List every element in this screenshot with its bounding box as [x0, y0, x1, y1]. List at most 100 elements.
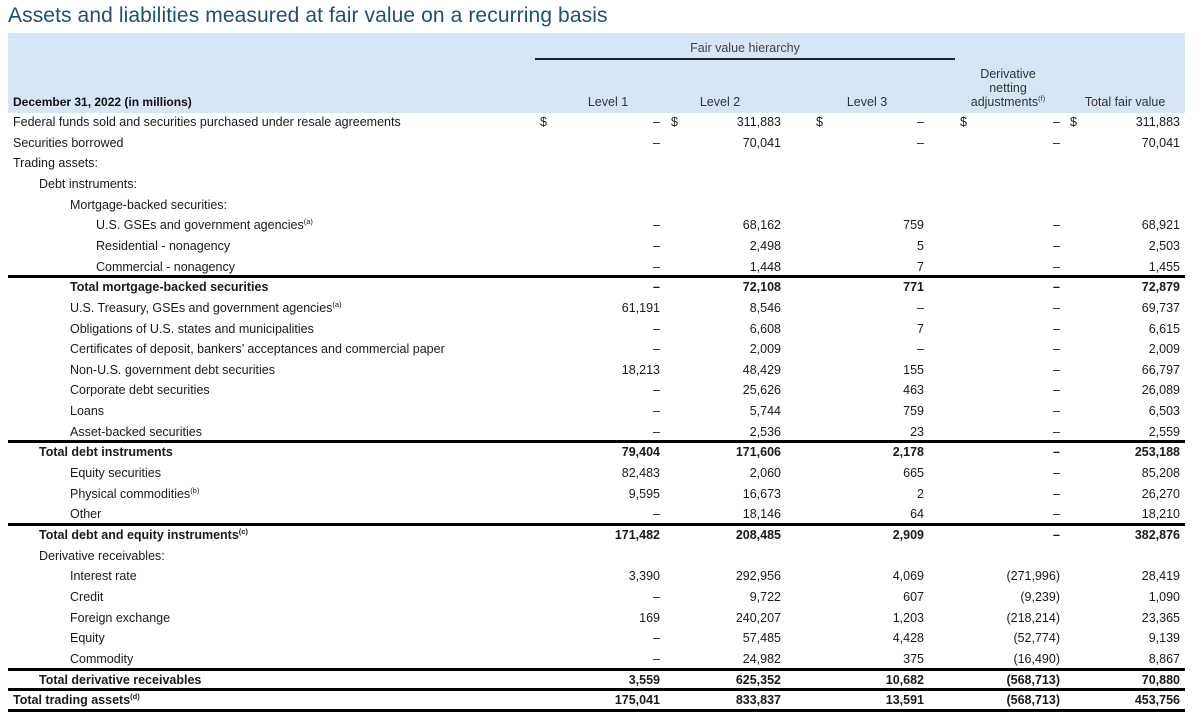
row-label: Total trading assets(d)	[13, 690, 140, 711]
row-label-text: Commercial - nonagency	[96, 259, 235, 274]
cell-l5: 253,188	[1134, 445, 1180, 460]
page-title: Assets and liabilities measured at fair …	[8, 4, 608, 27]
currency-symbol: $	[1070, 115, 1077, 129]
cell-l4: –	[1053, 321, 1060, 336]
cell-l4: (218,214)	[1006, 610, 1060, 625]
cell-l1: –	[653, 115, 660, 129]
cell-l4: (568,713)	[1006, 672, 1060, 687]
cell-l3: –	[917, 342, 924, 357]
row-label-text: Corporate debt securities	[70, 383, 210, 398]
cell-l4: –	[1053, 383, 1060, 398]
cell-l5: 1,455	[1148, 259, 1180, 274]
cell-l1: –	[653, 590, 660, 604]
table-row: Certificates of deposit, bankers’ accept…	[8, 339, 1185, 360]
section-rule	[8, 523, 1185, 526]
cell-l2: 2,060	[749, 466, 781, 480]
table-row: Trading assets:	[8, 153, 1185, 174]
table-row: Credit – 9,722 607 (9,239) 1,090	[8, 587, 1185, 608]
cell-l1: –	[653, 424, 660, 439]
fair-value-hierarchy-rule	[535, 58, 955, 60]
cell-l4: (568,713)	[1006, 693, 1060, 708]
cell-l2: 5,744	[749, 404, 781, 419]
cell-l3: 4,069	[892, 569, 924, 584]
cell-l2: 25,626	[742, 383, 781, 398]
col-header-derivative-line1: Derivative	[980, 67, 1036, 81]
cell-l3: 23	[910, 424, 924, 439]
row-label-text: Residential - nonagency	[96, 238, 231, 253]
cell-l5: 8,867	[1148, 651, 1180, 666]
cell-l1: –	[653, 342, 660, 357]
row-label-text: Total trading assets	[13, 693, 131, 708]
row-label-text: Obligations of U.S. states and municipal…	[70, 321, 314, 336]
cell-l3: –	[917, 300, 924, 315]
row-label-text: Equity	[70, 631, 105, 646]
cell-l2: 292,956	[735, 569, 781, 584]
row-label-text: Total mortgage-backed securities	[70, 280, 269, 295]
row-label-text: Equity securities	[70, 466, 162, 480]
currency-symbol: $	[540, 115, 547, 129]
cell-l2: 9,722	[749, 590, 781, 604]
col-header-total: Total fair value	[1084, 95, 1166, 109]
cell-l4: –	[1053, 507, 1060, 522]
row-label-text: Commodity	[70, 651, 134, 666]
cell-l4: –	[1053, 445, 1060, 460]
cell-l4: –	[1053, 404, 1060, 419]
col-header-level2: Level 2	[699, 95, 741, 109]
table-header	[8, 33, 1185, 113]
cell-l2: 311,883	[736, 115, 781, 129]
cell-l3: 4,428	[892, 631, 924, 646]
cell-l1: –	[653, 280, 660, 295]
currency-symbol: $	[816, 115, 823, 129]
cell-l3: 64	[910, 507, 924, 522]
table-row: Commercial - nonagency – 1,448 7 – 1,455	[8, 257, 1185, 278]
table-row: Physical commodities(b) 9,595 16,673 2 – 26,2…	[8, 484, 1185, 505]
row-label: Commercial - nonagency	[96, 257, 235, 278]
table-row: Total debt instruments 79,404 171,606 2,178…	[8, 442, 1185, 463]
cell-l2: 48,429	[742, 362, 781, 377]
table-row: Debt instruments:	[8, 174, 1185, 195]
cell-l4: –	[1053, 238, 1060, 253]
table-row: Asset-backed securities – 2,536 23 – 2,559	[8, 422, 1185, 443]
footnote-marker: (b)	[190, 485, 200, 495]
cell-l5: 2,503	[1148, 238, 1180, 253]
row-label: Total debt instruments	[39, 442, 173, 463]
cell-l5: 9,139	[1148, 631, 1180, 646]
row-label-text: Physical commodities	[70, 486, 191, 501]
row-label-text: Mortgage-backed securities:	[70, 197, 228, 212]
table-row: Equity – 57,485 4,428 (52,774) 9,139	[8, 628, 1185, 649]
cell-l1: –	[653, 259, 660, 274]
footnote-marker: (a)	[303, 217, 313, 227]
row-label: Trading assets:	[13, 153, 98, 174]
cell-l4: (52,774)	[1013, 631, 1060, 646]
table-row: Residential - nonagency – 2,498 5 – 2,503	[8, 236, 1185, 257]
row-label-text: Total derivative receivables	[39, 672, 202, 687]
cell-l5: 453,756	[1134, 693, 1180, 708]
row-header: December 31, 2022 (in millions)	[13, 95, 192, 109]
row-label: Non-U.S. government debt securities	[70, 360, 275, 381]
cell-l4: –	[1053, 115, 1060, 129]
cell-l5: 1,090	[1148, 590, 1180, 604]
cell-l2: 2,009	[749, 342, 781, 357]
section-rule	[8, 667, 1185, 671]
section-rule	[8, 440, 1185, 444]
row-label: Loans	[70, 401, 104, 422]
cell-l5: 2,009	[1148, 342, 1180, 357]
row-label: Equity	[70, 628, 105, 649]
table-row: Commodity – 24,982 375 (16,490) 8,867	[8, 649, 1185, 670]
cell-l1: 3,559	[628, 672, 660, 687]
row-label-text: Certificates of deposit, bankers’ accept…	[70, 342, 445, 357]
cell-l4: –	[1053, 466, 1060, 480]
table-row: Derivative receivables:	[8, 546, 1185, 567]
row-label: Residential - nonagency	[96, 236, 230, 257]
table-row: Obligations of U.S. states and municipal…	[8, 319, 1185, 340]
cell-l1: –	[653, 404, 660, 419]
col-header-level1: Level 1	[587, 95, 629, 109]
cell-l5: 28,419	[1141, 569, 1180, 584]
cell-l1: 9,595	[628, 486, 660, 501]
col-header-derivative-netting: Derivative netting adjustments(f)	[960, 67, 1056, 109]
cell-l1: 82,483	[621, 466, 660, 480]
row-label: U.S. Treasury, GSEs and government agenc…	[70, 298, 342, 319]
cell-l5: 382,876	[1134, 528, 1180, 542]
table-row: Total mortgage-backed securities – 72,108 7…	[8, 277, 1185, 298]
table-row: Non-U.S. government debt securities 18,21…	[8, 360, 1185, 381]
